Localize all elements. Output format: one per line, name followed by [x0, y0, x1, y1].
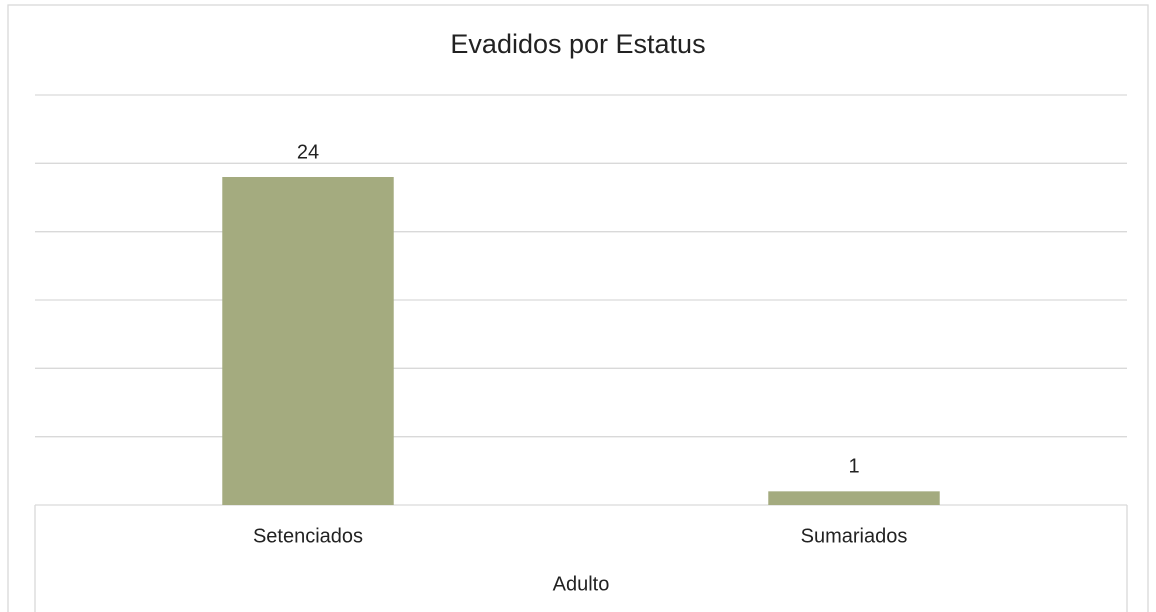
- chart-title: Evadidos por Estatus: [450, 29, 705, 59]
- chart-border: [7, 4, 1149, 612]
- bar: [768, 491, 940, 505]
- category-group-label: Adulto: [553, 573, 610, 595]
- x-tick-label: Setenciados: [253, 525, 363, 547]
- data-label: 1: [848, 456, 859, 478]
- bar: [222, 177, 394, 505]
- data-label: 24: [297, 141, 319, 163]
- x-tick-label: Sumariados: [801, 525, 908, 547]
